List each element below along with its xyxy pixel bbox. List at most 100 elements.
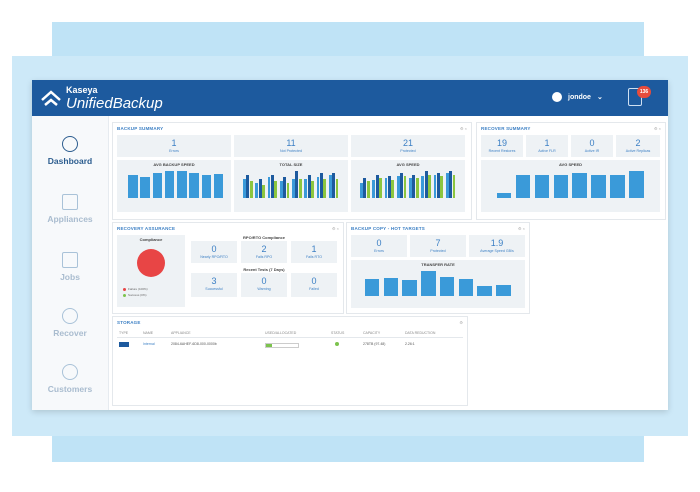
- chart-bar: [421, 271, 436, 296]
- chart-bar: [311, 180, 314, 198]
- compliance-widget: Compliance Failure (100%) Success (0%): [117, 235, 185, 307]
- stat-not-protected[interactable]: 11 Not Protected: [234, 135, 348, 157]
- stat-label: Warning: [257, 287, 271, 291]
- chart-bar: [496, 284, 511, 296]
- sidebar-item-customers[interactable]: Customers: [32, 364, 108, 394]
- sidebar-item-label: Jobs: [60, 272, 80, 282]
- col-name[interactable]: NAME: [143, 331, 154, 335]
- stat-errors[interactable]: 0 Errors: [351, 235, 407, 257]
- panel-settings-icon[interactable]: ⚙: [459, 320, 463, 325]
- sidebar-item-label: Dashboard: [47, 156, 93, 166]
- stat-label: Not Protected: [280, 149, 302, 153]
- stat-successful[interactable]: 3 Successful: [191, 273, 237, 297]
- stat-label: Successful: [205, 287, 223, 291]
- panel-title: BACKUP SUMMARY: [117, 126, 164, 131]
- stat-label: Errors: [374, 249, 384, 253]
- storage-name[interactable]: Internal: [143, 342, 155, 346]
- chart-bar: [428, 174, 431, 198]
- chart-bar: [439, 276, 455, 296]
- panel-settings-icon[interactable]: ⚙ ×: [459, 126, 467, 131]
- col-appliance[interactable]: APPLIANCE: [171, 331, 191, 335]
- notification-badge: 136: [637, 86, 651, 98]
- chart-bar: [246, 175, 250, 198]
- stat-fails-rpo[interactable]: 2 Fails RPO: [241, 241, 287, 263]
- storage-reduction: 2.26:1: [405, 342, 415, 346]
- sidebar-item-jobs[interactable]: Jobs: [32, 252, 108, 282]
- sidebar: Dashboard Appliances Jobs Recover Custom…: [32, 116, 109, 410]
- stat-value: 0: [589, 138, 595, 148]
- panel-settings-icon[interactable]: ⚙ ×: [517, 226, 525, 231]
- panel-title: BACKUP COPY - HOT TARGETS: [351, 226, 426, 231]
- brand-logo[interactable]: Kaseya UnifiedBackup: [40, 86, 163, 111]
- stat-value: 21: [402, 138, 413, 148]
- compliance-title: Compliance: [139, 237, 163, 242]
- chart-bar: [267, 177, 271, 198]
- stat-protected[interactable]: 21 Protected: [351, 135, 465, 157]
- recover-summary-panel: RECOVER SUMMARY ⚙ × 19 Recent Restores 1…: [476, 122, 666, 220]
- stat-label: Fails RTO: [305, 255, 323, 259]
- chart-bar: [409, 178, 412, 198]
- chart-bar: [304, 178, 308, 198]
- stat-recent-restores[interactable]: 19 Recent Restores: [481, 135, 523, 157]
- chart-bar: [553, 174, 569, 198]
- chart-bar: [403, 176, 407, 198]
- chart-bar: [496, 192, 512, 198]
- chart-bar: [152, 172, 163, 198]
- col-capacity[interactable]: CAPACITY: [363, 331, 381, 335]
- legend-label: Success (0%): [128, 293, 147, 297]
- chart-bar: [363, 178, 367, 198]
- chart-title: AVG SPEED: [396, 162, 420, 167]
- divider: [117, 337, 463, 338]
- storage-panel: STORAGE ⚙ TYPE NAME APPLIANCE USED/ALLOC…: [112, 316, 468, 406]
- stat-label: Protected: [430, 249, 446, 253]
- chart-bar: [421, 176, 425, 198]
- stat-value: 3: [211, 276, 217, 286]
- col-type[interactable]: TYPE: [119, 331, 129, 335]
- stat-warning[interactable]: 0 Warning: [241, 273, 287, 297]
- legend-failure: Failure (100%): [123, 287, 148, 291]
- stat-active-flr[interactable]: 1 Active FLR: [526, 135, 568, 157]
- chart-bar: [375, 174, 379, 198]
- chart-bar: [400, 173, 403, 198]
- stat-label: Active Replicas: [625, 149, 651, 153]
- stat-failed[interactable]: 0 Failed: [291, 273, 337, 297]
- chart-plot: [359, 170, 457, 198]
- col-used[interactable]: USED/ALLOCATED: [265, 331, 297, 335]
- chart-bar: [591, 174, 606, 198]
- stat-errors[interactable]: 1 Errors: [117, 135, 231, 157]
- stat-average-speed[interactable]: 1.9 Average Speed GB/s: [469, 235, 525, 257]
- stat-label: Recent Restores: [488, 149, 516, 153]
- chart-bar: [445, 173, 449, 198]
- stat-protected[interactable]: 7 Protected: [410, 235, 466, 257]
- chart-title: AVG SPEED: [558, 162, 583, 167]
- chart-title: TRANSFER RATE: [421, 262, 455, 267]
- stat-active-replicas[interactable]: 2 Active Replicas: [616, 135, 660, 157]
- col-status[interactable]: STATUS: [331, 331, 345, 335]
- sidebar-item-recover[interactable]: Recover: [32, 308, 108, 338]
- recover-icon: [62, 308, 78, 324]
- chart-bar: [319, 173, 323, 198]
- chart-bar: [298, 178, 302, 198]
- sidebar-item-label: Recover: [53, 328, 87, 338]
- user-menu[interactable]: jondoe ⌄: [552, 92, 603, 102]
- sidebar-item-dashboard[interactable]: Dashboard: [32, 136, 108, 166]
- stat-fails-rto[interactable]: 1 Fails RTO: [291, 241, 337, 263]
- chart-bar: [164, 171, 175, 198]
- stat-value: 7: [435, 238, 441, 248]
- compliance-pie: [137, 249, 165, 277]
- chart-bar: [415, 178, 419, 198]
- panel-title: RECOVERY ASSURANCE: [117, 226, 176, 231]
- chart-plot: [127, 170, 225, 198]
- stat-nearly-rpo[interactable]: 0 Nearly RPO/RTO: [191, 241, 237, 263]
- chart-bar: [177, 171, 187, 198]
- stat-value: 1: [311, 244, 317, 254]
- chevron-down-icon: ⌄: [596, 94, 603, 101]
- stat-active-ir[interactable]: 0 Active IR: [571, 135, 613, 157]
- panel-settings-icon[interactable]: ⚙ ×: [653, 126, 661, 131]
- col-reduction[interactable]: DATA REDUCTION: [405, 331, 436, 335]
- sidebar-item-appliances[interactable]: Appliances: [32, 194, 108, 224]
- stat-label: Failed: [309, 287, 319, 291]
- storage-type-icon: [119, 342, 129, 347]
- panel-settings-icon[interactable]: ⚙ ×: [331, 226, 339, 231]
- stat-value: 0: [376, 238, 382, 248]
